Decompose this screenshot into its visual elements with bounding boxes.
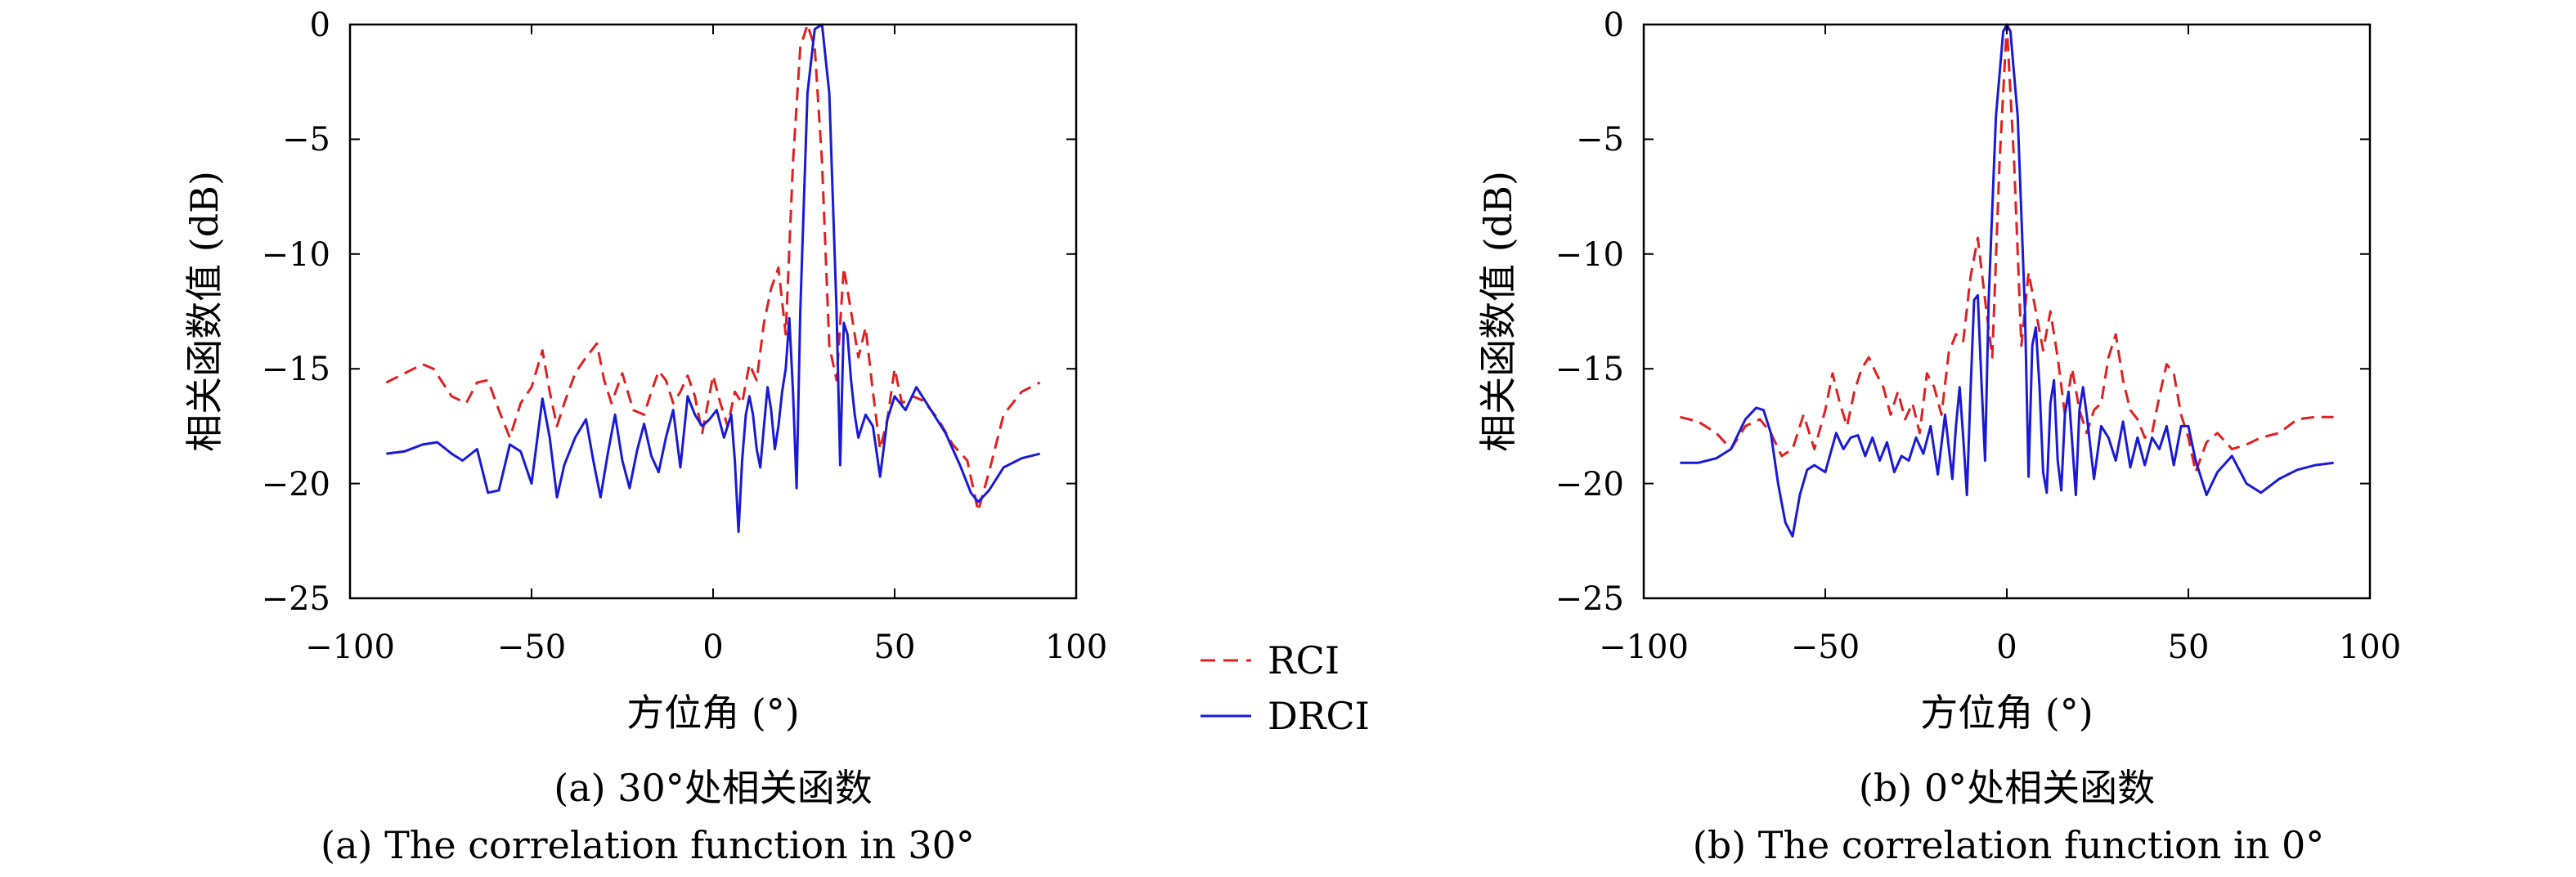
panel-a-xtick-1: −50 xyxy=(497,629,566,666)
panel-a-tick-marks xyxy=(349,24,1077,599)
panel-b-xtick-3: 50 xyxy=(2168,629,2210,666)
panel-a-ytick-0: 0 xyxy=(310,7,330,44)
panel-b-plot-area xyxy=(1642,23,2372,600)
panel-a-series-rci-line xyxy=(385,23,1041,512)
panel-b: 0 −5 −10 −15 −20 −25 −100 −50 0 50 100 方… xyxy=(1476,7,2401,867)
panel-b-xlabel: 方位角 (°) xyxy=(1920,691,2094,735)
panel-b-ytick-2: −10 xyxy=(1555,236,1624,274)
panel-b-series-rci-line xyxy=(1680,23,2334,474)
panel-a-ytick-1: −5 xyxy=(282,121,330,159)
panel-a-ytick-5: −25 xyxy=(262,580,330,618)
panel-a-axes-frame xyxy=(348,23,1078,600)
panel-b-ytick-5: −25 xyxy=(1555,580,1624,618)
panel-b-ytick-3: −15 xyxy=(1555,351,1624,388)
panel-b-xtick-0: −100 xyxy=(1599,629,1689,666)
legend-label-rci: RCI xyxy=(1268,638,1340,682)
panel-a-ytick-4: −20 xyxy=(262,466,330,503)
panel-a-xtick-4: 100 xyxy=(1045,629,1107,666)
panel-b-tick-marks xyxy=(1643,24,2371,599)
panel-b-caption-en: (b) The correlation function in 0° xyxy=(1693,823,2324,867)
panel-b-ytick-1: −5 xyxy=(1576,121,1624,159)
panel-a-plot-area xyxy=(348,23,1078,600)
panel-a-series-drci-line xyxy=(386,23,1040,534)
panel-a-xtick-0: −100 xyxy=(305,629,395,666)
panel-a-xtick-3: 50 xyxy=(874,629,916,666)
panel-b-series-drci-line xyxy=(1680,23,2334,538)
panel-b-caption-cn: (b) 0°处相关函数 xyxy=(1859,766,2155,810)
panel-b-xtick-4: 100 xyxy=(2339,629,2401,666)
panel-b-ylabel: 相关函数值 (dB) xyxy=(1476,171,1520,452)
panel-a-ylabel: 相关函数值 (dB) xyxy=(182,171,227,452)
panel-b-xtick-1: −50 xyxy=(1791,629,1860,666)
panel-b-ytick-4: −20 xyxy=(1555,466,1624,503)
panel-a-ytick-3: −15 xyxy=(262,351,330,388)
panel-b-xtick-2: 0 xyxy=(1996,629,2017,666)
panel-a-caption-en: (a) The correlation function in 30° xyxy=(321,823,975,867)
panel-b-series-group xyxy=(1680,23,2334,538)
panel-b-ytick-0: 0 xyxy=(1604,7,1624,44)
panel-a-ytick-2: −10 xyxy=(262,236,330,274)
legend-label-drci: DRCI xyxy=(1268,694,1370,738)
panel-a-xtick-2: 0 xyxy=(702,629,723,666)
panel-a-caption-cn: (a) 30°处相关函数 xyxy=(554,766,872,810)
legend: RCI DRCI xyxy=(1200,638,1370,738)
panel-a-xlabel: 方位角 (°) xyxy=(626,691,800,735)
panel-a: 0 −5 −10 −15 −20 −25 −100 −50 0 50 100 方… xyxy=(182,7,1107,867)
panel-b-axes-frame xyxy=(1642,23,2372,600)
panel-a-series-group xyxy=(385,23,1041,534)
